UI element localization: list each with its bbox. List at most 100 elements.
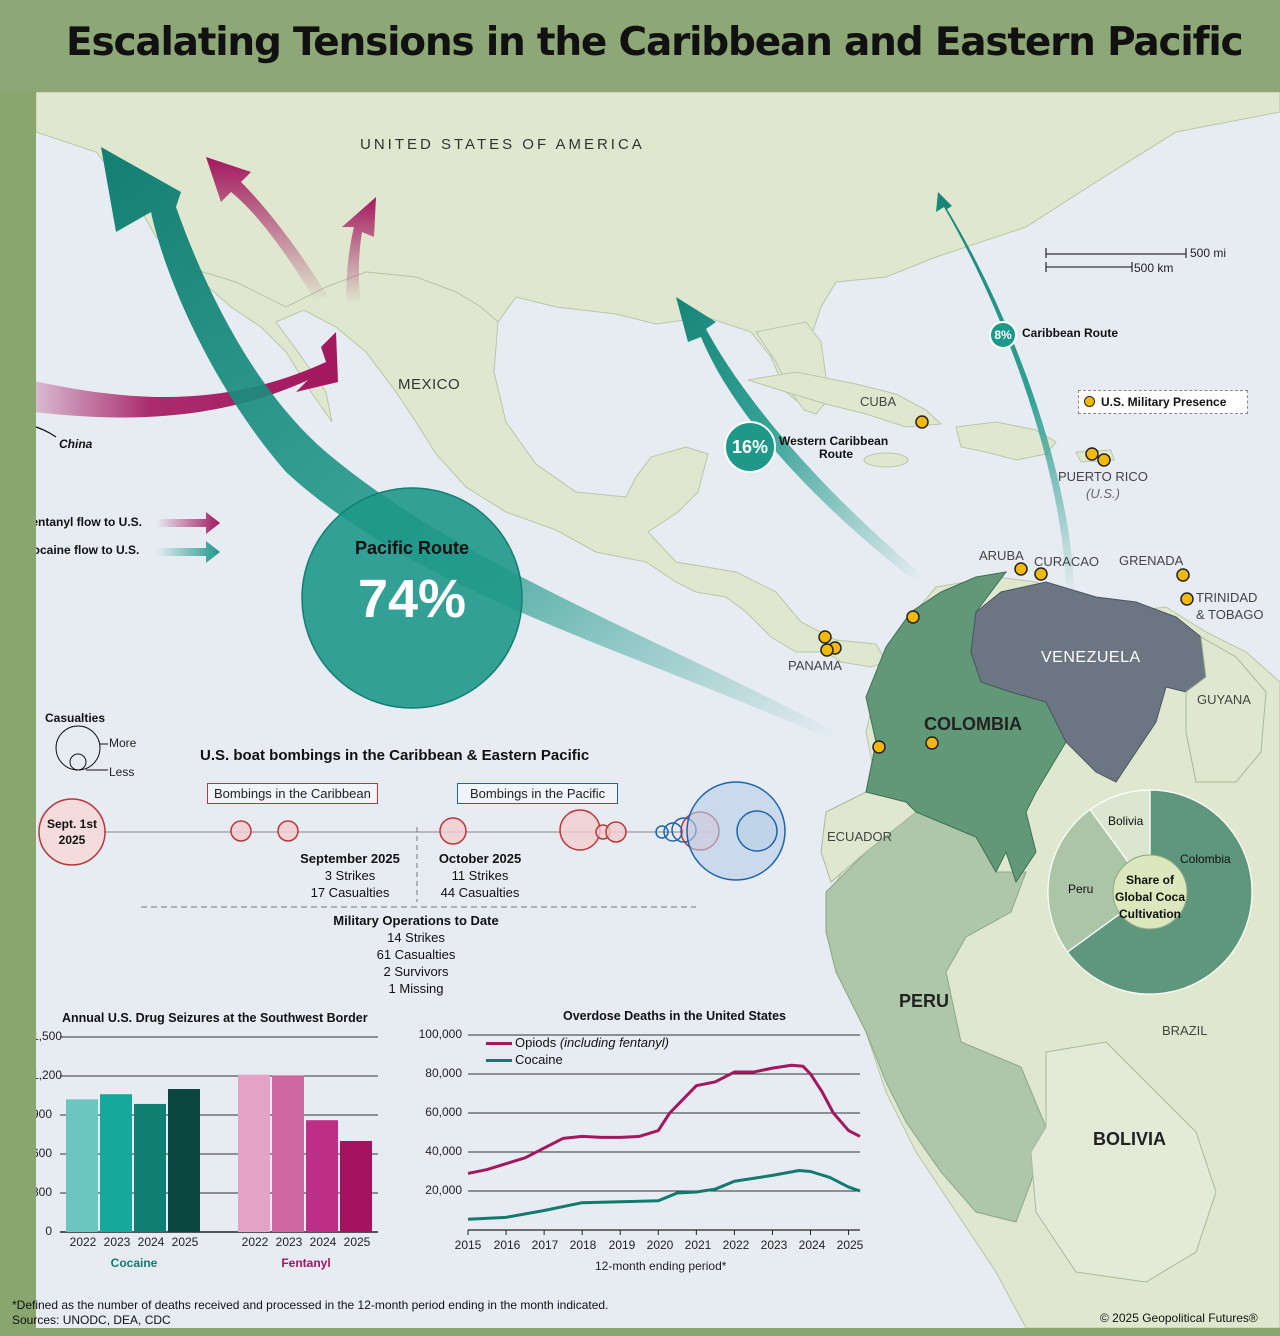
bombings-title: U.S. boat bombings in the Caribbean & Ea… [200, 747, 590, 764]
bar-xtick: 2022 [69, 1235, 97, 1249]
legend-cocaine-arrow [156, 541, 220, 563]
september-stats: September 2025 3 Strikes 17 Casualties [284, 850, 416, 901]
line-ytick: 80,000 [425, 1066, 462, 1080]
legend-opioids-name: Opiods [515, 1035, 557, 1050]
page-title: Escalating Tensions in the Caribbean and… [66, 20, 1244, 65]
bar-ytick: 600 [36, 1146, 53, 1160]
legend-military: U.S. Military Presence [1078, 390, 1248, 414]
coca-share-center [1112, 854, 1188, 930]
label-peru: PERU [899, 991, 950, 1011]
label-grenada: GRENADA [1119, 553, 1184, 568]
fentanyl-arrow-north [342, 197, 376, 304]
label-aruba: ARUBA [979, 548, 1024, 563]
pacific-bombings-label: Bombings in the Pacific [457, 783, 619, 804]
legend-cocaine-swatch [486, 1059, 512, 1062]
military-dots [818, 415, 1194, 754]
line-xtick: 2019 [608, 1238, 636, 1252]
bar-ytick: 300 [36, 1185, 53, 1199]
line-xtick: 2025 [836, 1238, 864, 1252]
label-panama: PANAMA [788, 658, 842, 673]
scale-km: 500 km [1134, 261, 1174, 275]
caribbean-bombings-label: Bombings in the Caribbean [207, 783, 378, 804]
legend-fentanyl-label: Fentanyl flow to U.S. [36, 515, 143, 529]
pacific-route-pct: 74% [357, 569, 467, 629]
line-ytick: 20,000 [425, 1183, 462, 1197]
line-xtick: 2023 [760, 1238, 788, 1252]
line-xlabel: 12-month ending period* [595, 1259, 727, 1273]
coca-title-3: Cultivation [1119, 907, 1181, 921]
bar-xtick: 2023 [103, 1235, 131, 1249]
label-ecuador: ECUADOR [827, 829, 893, 844]
western-caribbean-name-1: Western Caribbean [779, 434, 889, 448]
pacific-route-arrow [101, 147, 836, 742]
total-strikes: 14 Strikes [387, 930, 445, 945]
timeline-start-1: Sept. 1st [46, 817, 97, 831]
caribbean-route-name: Caribbean Route [1022, 326, 1119, 340]
label-usa: UNITED STATES OF AMERICA [360, 136, 645, 153]
casualties-legend-circles [55, 725, 108, 771]
map-panel: UNITED STATES OF AMERICA MEXICO CUBA PUE… [36, 92, 1280, 1328]
bar-cocaine-2022 [66, 1099, 98, 1232]
bombing-timeline [38, 781, 786, 908]
line-ytick: 100,000 [418, 1027, 462, 1041]
bar-xtick: 2023 [275, 1235, 303, 1249]
line-series-opiods [467, 1063, 861, 1175]
legend-opioids: Opiods (including fentanyl) [515, 1035, 669, 1050]
bar-fentanyl-2025 [340, 1141, 372, 1232]
bar-cocaine-2024 [134, 1103, 166, 1232]
bar-fentanyl-2024 [306, 1120, 338, 1232]
scale-bar [1045, 248, 1187, 272]
pacific-route-name: Pacific Route [354, 538, 470, 558]
coca-slice-peru [1047, 808, 1151, 953]
bar-xtick: 2025 [171, 1235, 199, 1249]
china-arrow [36, 426, 57, 438]
legend-cocaine-line: Cocaine [515, 1052, 563, 1067]
bar-xtick: 2025 [343, 1235, 371, 1249]
september-title: September 2025 [300, 851, 400, 866]
legend-opioids-note: (including fentanyl) [559, 1035, 669, 1050]
label-mexico: MEXICO [398, 376, 461, 393]
bar-group-label-fentanyl: Fentanyl [281, 1256, 331, 1270]
overdose-chart-title: Overdose Deaths in the United States [563, 1009, 786, 1023]
legend-military-label: U.S. Military Presence [1101, 395, 1227, 409]
label-puerto-rico-note: (U.S.) [1086, 486, 1120, 501]
caribbean-route-pct: 8% [989, 321, 1017, 349]
october-casualties: 44 Casualties [440, 885, 520, 900]
cuba-landmass [747, 371, 943, 428]
coca-label-bolivia: Bolivia [1108, 814, 1144, 828]
line-xtick: 2015 [454, 1238, 482, 1252]
october-strikes: 11 Strikes [451, 868, 509, 883]
casualties-legend-more: More [109, 736, 137, 750]
scale-miles: 500 mi [1190, 246, 1227, 260]
total-casualties: 61 Casualties [376, 947, 456, 962]
line-xtick: 2017 [531, 1238, 559, 1252]
bar-xtick: 2022 [241, 1235, 269, 1249]
seizures-chart-title: Annual U.S. Drug Seizures at the Southwe… [62, 1011, 368, 1025]
september-strikes: 3 Strikes [324, 868, 376, 883]
coca-label-peru: Peru [1068, 882, 1094, 896]
bar-cocaine-2023 [100, 1094, 132, 1232]
label-china: China [59, 437, 93, 451]
bolivia-region [1030, 1041, 1217, 1283]
line-xtick: 2021 [684, 1238, 712, 1252]
september-casualties: 17 Casualties [310, 885, 390, 900]
line-ytick: 60,000 [425, 1105, 462, 1119]
timeline-start-2: 2025 [58, 833, 86, 847]
line-xtick: 2018 [569, 1238, 597, 1252]
pacific-route-circle [301, 487, 523, 709]
coca-title-2: Global Coca [1114, 890, 1185, 904]
label-trinidad-2: & TOBAGO [1196, 607, 1264, 622]
bar-ytick: 1,200 [36, 1068, 63, 1082]
label-puerto-rico: PUERTO RICO [1058, 469, 1148, 484]
header-bar: Escalating Tensions in the Caribbean and… [0, 0, 1280, 92]
total-stats: Military Operations to Date 14 Strikes 6… [306, 912, 526, 997]
bar-ytick: 0 [45, 1224, 52, 1238]
bar-group-label-cocaine: Cocaine [110, 1256, 158, 1270]
western-caribbean-pct: 16% [724, 421, 776, 473]
label-brazil: BRAZIL [1162, 1023, 1208, 1038]
legend-opioids-swatch [486, 1042, 512, 1045]
october-title: October 2025 [438, 851, 522, 866]
military-dot-icon [1084, 396, 1095, 407]
overdose-line-chart [467, 1034, 861, 1235]
total-survivors: 2 Survivors [383, 964, 449, 979]
